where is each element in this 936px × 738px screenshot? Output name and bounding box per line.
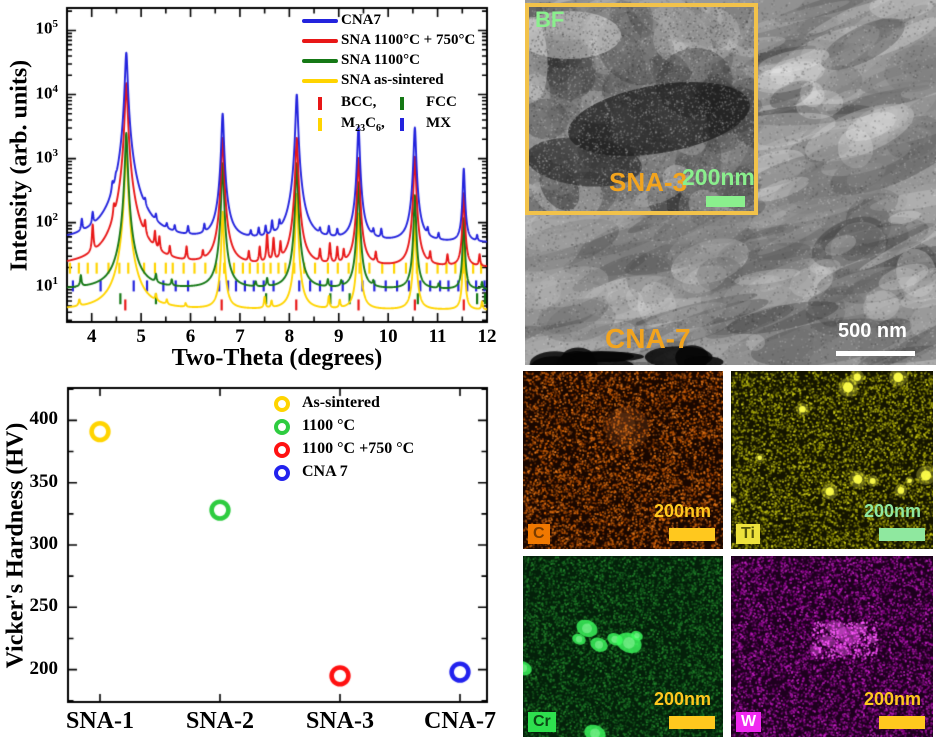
legend-label: SNA as-sintered: [341, 72, 444, 88]
legend-tick-swatch: [400, 118, 404, 131]
xrd-x-tick-9: 9: [334, 326, 344, 347]
legend-label: CNA 7: [302, 463, 348, 480]
xrd-legend-item-3: SNA as-sintered: [296, 72, 486, 92]
hardness-category-SNA-1: SNA-1: [65, 708, 134, 734]
hardness-y-tick-200: 200: [29, 657, 59, 679]
legend-ring-swatch: [274, 396, 290, 412]
hardness-y-tick-350: 350: [29, 470, 59, 492]
xrd-y-tick-10e2: 102: [35, 210, 59, 231]
xrd-y-tick-10e1: 101: [35, 274, 59, 295]
xrd-y-axis-title: Intensity (arb. units): [6, 59, 33, 272]
xrd-x-tick-6: 6: [185, 326, 196, 347]
tem-inset-micrograph: [529, 7, 754, 211]
eds-map-w: W 200nm: [731, 556, 933, 737]
xrd-y-tick-10e5: 105: [35, 18, 59, 39]
legend-label: As-sintered: [302, 394, 380, 411]
legend-line-swatch: [302, 79, 338, 83]
hardness-legend-item-1: 1100 °C: [268, 417, 488, 439]
legend-tick-swatch: [318, 118, 322, 131]
eds-element-chip: W: [736, 712, 762, 732]
xrd-x-tick-12: 12: [477, 326, 497, 347]
legend-ring-swatch: [274, 419, 290, 435]
hardness-y-tick-300: 300: [29, 533, 59, 554]
legend-line-swatch: [302, 59, 338, 63]
xrd-x-tick-11: 11: [428, 326, 447, 347]
eds-element-chip: C: [528, 524, 550, 544]
legend-label: MX: [426, 115, 451, 131]
tem-inset: BF SNA-3 200nm: [525, 3, 758, 215]
hardness-legend: As-sintered 1100 °C 1100 °C +750 °C CNA 7: [268, 394, 488, 494]
legend-ring-swatch: [274, 465, 290, 481]
eds-element-chip: Ti: [736, 524, 760, 544]
tem-inset-sample-label: SNA-3: [609, 167, 688, 197]
legend-tick-swatch: [400, 97, 404, 110]
legend-label: CNA7: [341, 12, 381, 28]
legend-line-swatch: [302, 39, 338, 43]
hardness-legend-item-0: As-sintered: [268, 394, 488, 416]
eds-scale-bar: [669, 716, 715, 729]
tem-inset-scale-bar: [706, 196, 745, 207]
xrd-y-tick-10e3: 103: [35, 146, 59, 167]
hardness-category-SNA-3: SNA-3: [305, 708, 374, 734]
xrd-panel: 101 102 103 104 105 4 5 6 7 8 9 10 11 12 Intensity (…: [0, 0, 515, 371]
hardness-plot-canvas: [0, 378, 515, 738]
hardness-category-SNA-2: SNA-2: [185, 708, 254, 734]
hardness-panel: 200 250 300 350 400 SNA-1 SNA-2 SNA-3 CNA-7 Vic…: [0, 378, 515, 738]
tem-main-scale-text: 500 nm: [838, 320, 907, 342]
legend-label: 1100 °C: [302, 417, 356, 434]
xrd-x-tick-10: 10: [378, 326, 398, 347]
hardness-y-tick-250: 250: [29, 595, 59, 617]
xrd-plot-canvas: [0, 0, 515, 370]
legend-label: 1100 °C +750 °C: [302, 440, 415, 457]
xrd-x-axis-title: Two-Theta (degrees): [171, 345, 383, 371]
tem-main-sample-label: CNA-7: [605, 323, 691, 354]
xrd-x-tick-7: 7: [235, 326, 245, 347]
eds-map-c-image: [523, 371, 723, 549]
legend-label: BCC,: [341, 94, 377, 110]
hardness-legend-item-2: 1100 °C +750 °C: [268, 440, 488, 462]
tem-inset-scale-text: 200nm: [682, 164, 755, 190]
xrd-legend-marker-row-1: M23C6, MX: [296, 115, 486, 135]
hardness-category-CNA-7: CNA-7: [424, 708, 496, 734]
eds-panel: C 200nm Ti 200nm Cr 200nm W 200nm: [523, 371, 936, 738]
eds-scale-text: 200nm: [653, 501, 711, 521]
xrd-legend-item-0: CNA7: [296, 12, 486, 32]
legend-label: SNA 1100°C + 750°C: [341, 32, 476, 48]
eds-scale-bar: [879, 528, 925, 541]
eds-map-cr-image: [523, 556, 723, 737]
xrd-x-tick-8: 8: [284, 326, 295, 347]
eds-map-ti-image: [731, 371, 933, 549]
xrd-legend-item-2: SNA 1100°C: [296, 52, 486, 72]
eds-scale-bar: [879, 716, 925, 729]
eds-scale-bar: [669, 528, 715, 541]
legend-line-swatch: [302, 19, 338, 23]
tem-panel: CNA-7 500 nm BF SNA-3 200nm: [525, 0, 936, 365]
eds-map-ti: Ti 200nm: [731, 371, 933, 549]
eds-map-c: C 200nm: [523, 371, 723, 549]
legend-label: M23C6,: [341, 115, 385, 134]
xrd-legend-item-1: SNA 1100°C + 750°C: [296, 32, 486, 52]
xrd-x-tick-4: 4: [86, 326, 97, 347]
legend-tick-swatch: [318, 97, 322, 110]
xrd-x-tick-5: 5: [136, 326, 146, 347]
eds-element-chip: Cr: [528, 712, 556, 732]
hardness-legend-item-3: CNA 7: [268, 463, 488, 485]
legend-label: FCC: [426, 94, 457, 110]
eds-scale-text: 200nm: [863, 501, 921, 521]
eds-scale-text: 200nm: [653, 689, 711, 709]
xrd-legend: CNA7 SNA 1100°C + 750°C SNA 1100°C SNA as-s…: [296, 12, 486, 142]
legend-label: SNA 1100°C: [341, 52, 420, 68]
eds-map-w-image: [731, 556, 933, 737]
xrd-y-tick-10e4: 104: [35, 82, 59, 103]
xrd-legend-marker-row-0: BCC, FCC: [296, 94, 486, 114]
eds-scale-text: 200nm: [863, 689, 921, 709]
hardness-y-tick-400: 400: [29, 408, 59, 430]
eds-map-cr: Cr 200nm: [523, 556, 723, 737]
tem-main-scale-bar: [836, 351, 915, 356]
tem-inset-bf-label: BF: [535, 7, 565, 32]
legend-ring-swatch: [274, 442, 290, 458]
hardness-y-axis-title: Vicker's Hardness (HV): [2, 422, 29, 669]
